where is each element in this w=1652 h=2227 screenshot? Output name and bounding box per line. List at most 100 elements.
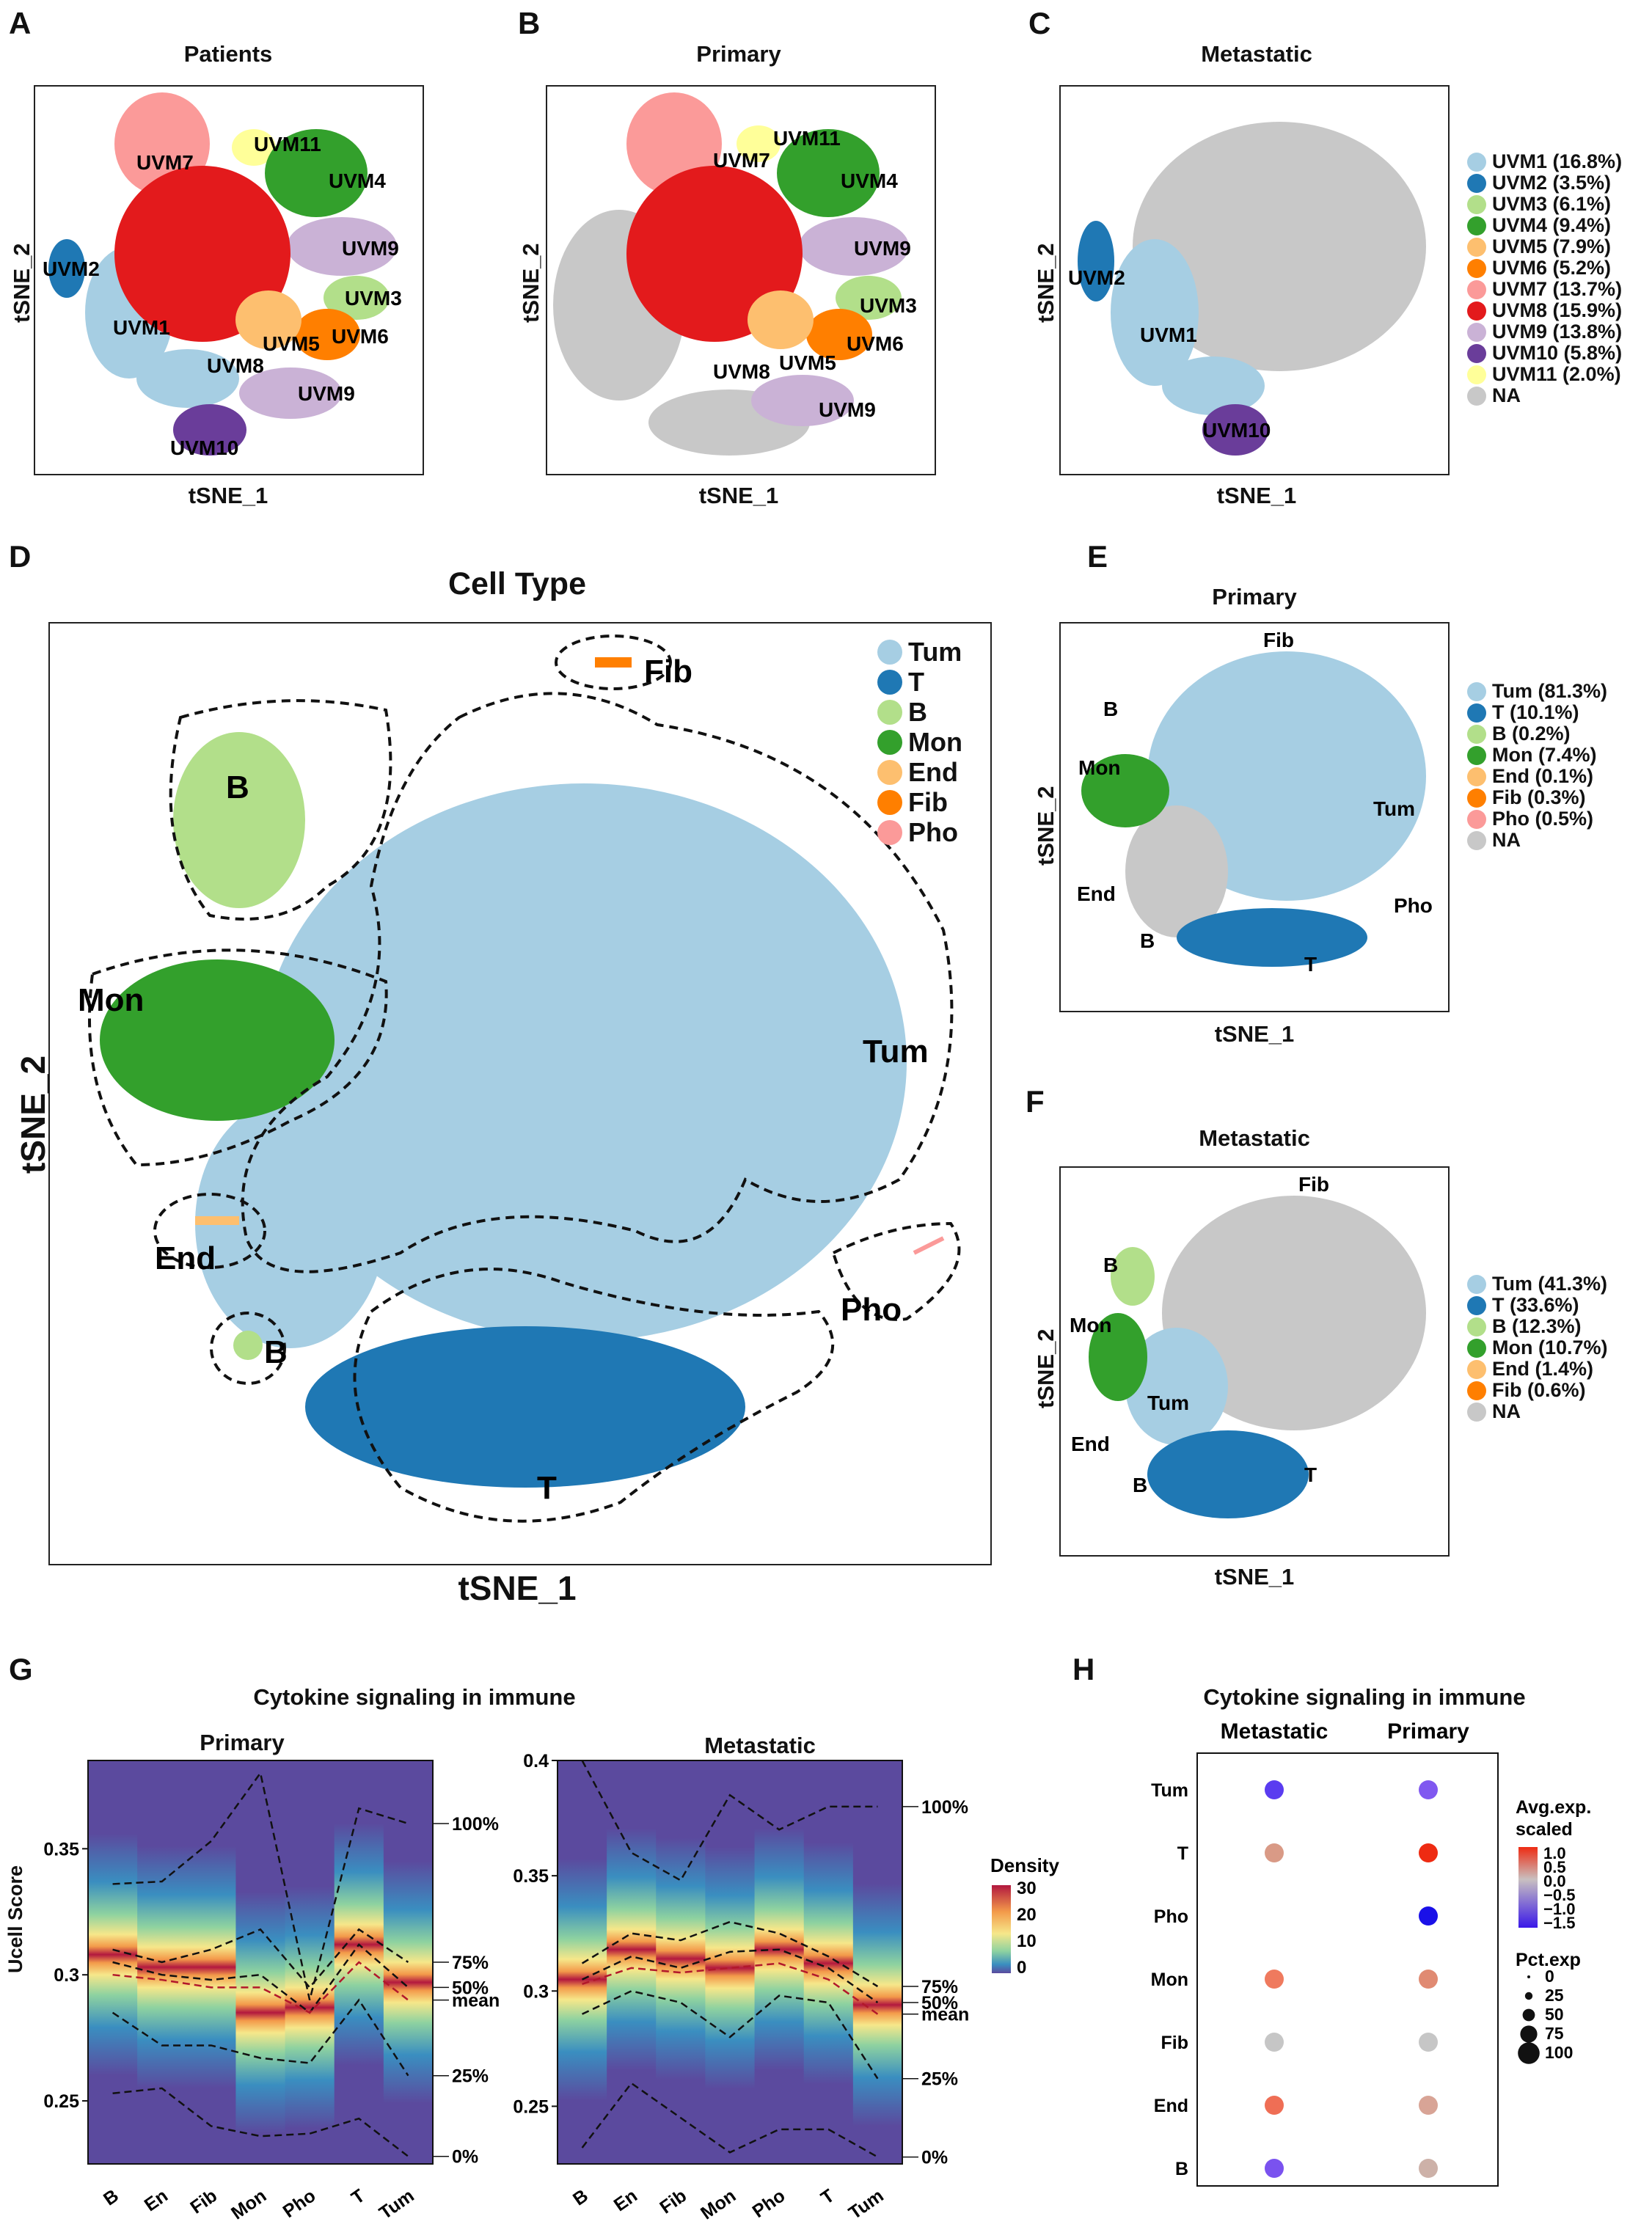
quantile-label: mean (921, 2005, 969, 2025)
cluster-label: UVM5 (263, 332, 320, 355)
cluster-label: UVM2 (43, 257, 100, 280)
legend-swatch (1467, 1274, 1486, 1294)
cluster-blob-tum-left (195, 1099, 386, 1348)
cluster-label: Mon (78, 982, 144, 1018)
cluster-blob-uvm8 (114, 166, 290, 342)
legend-item: UVM4 (9.4%) (1467, 215, 1622, 236)
panel-f-xlabel: tSNE_1 (1214, 1564, 1295, 1590)
legend-swatch (1467, 301, 1486, 321)
cluster-blob-uvm6 (806, 309, 872, 360)
cluster-label: UVM3 (860, 294, 917, 317)
cluster-label: Pho (841, 1292, 902, 1328)
dot-t-metastatic (1265, 1843, 1284, 1862)
cluster-blob-uvm3 (324, 276, 390, 320)
legend-swatch (877, 729, 902, 755)
density-legend-title: Density (990, 1854, 1059, 1876)
size-legend-title: Pct.exp (1516, 1950, 1581, 1970)
cluster-label: UVM6 (332, 325, 389, 348)
legend-item: UVM2 (3.5%) (1467, 172, 1622, 194)
density-legend: Density 30 20 10 0 (990, 1854, 1059, 1978)
panel-e-xlabel: tSNE_1 (1214, 1021, 1295, 1047)
cluster-blob-t (1177, 908, 1367, 967)
panel-a-ylabel: tSNE_2 (9, 243, 34, 323)
cluster-blob-uvm5 (748, 290, 814, 349)
legend-label: UVM7 (13.7%) (1492, 278, 1623, 300)
dot-fib-metastatic (1265, 2033, 1284, 2052)
cluster-label: T (537, 1470, 557, 1506)
legend-swatch (877, 759, 902, 785)
cluster-label: UVM4 (841, 169, 898, 192)
cluster-blob-uvm8-bottom (136, 349, 239, 408)
legend-item: NA (1467, 1401, 1608, 1422)
density-column (285, 1760, 335, 2164)
cluster-label: Fib (644, 654, 692, 690)
legend-swatch (877, 819, 902, 845)
cluster-blob-b (173, 732, 305, 908)
density-heatmap-primary: B En Fib Mon Pho T Tum 0.25 0.3 0.35 100% 75% 50%mea… (43, 1760, 500, 2224)
legend-label: B (12.3%) (1492, 1315, 1582, 1337)
cluster-label: B (264, 1334, 288, 1370)
cluster-label: B (1133, 1474, 1147, 1496)
legend-metastatic: Tum (41.3%) T (33.6%) B (12.3%) Mon (10.7%)… (1467, 1273, 1608, 1422)
panel-b-title: Primary (696, 41, 781, 67)
category-tick-label: B (100, 2185, 123, 2209)
cluster-blob-tum (1125, 1328, 1228, 1445)
legend-label: UVM4 (9.4%) (1492, 214, 1612, 236)
outline-mon (88, 948, 388, 1167)
cluster-blob-uvm9 (799, 217, 909, 276)
panel-f-title: Metastatic (1199, 1125, 1310, 1151)
cluster-label: Fib (1263, 629, 1294, 651)
density-column (607, 1760, 657, 2164)
size-legend-tick: 0 (1545, 1967, 1554, 1986)
tsne-plot-primary-cell-type: Fib B Mon Tum End Pho B T (1059, 622, 1450, 1012)
x-category-label: Primary (1387, 1719, 1469, 1744)
color-legend-tick: −0.5 (1543, 1886, 1575, 1904)
legend-item: Pho (0.5%) (1467, 808, 1607, 830)
legend-label: UVM8 (15.9%) (1492, 299, 1623, 321)
color-legend-title: scaled (1516, 1819, 1573, 1840)
legend-label: UVM6 (5.2%) (1492, 257, 1612, 279)
legend-label: UVM2 (3.5%) (1492, 172, 1612, 194)
legend-item: Mon (7.4%) (1467, 745, 1607, 766)
legend-item: Fib (0.3%) (1467, 787, 1607, 808)
size-legend-dot (1524, 1992, 1533, 2000)
category-tick-label: T (348, 2185, 369, 2209)
tsne-plot-primary-patients: UVM11 UVM7 UVM4 UVM9 UVM3 UVM6 UVM5 UVM8… (546, 85, 936, 475)
quantile-label: 100% (921, 1797, 968, 1818)
legend-label: UVM5 (7.9%) (1492, 235, 1612, 257)
cluster-label: End (1077, 882, 1116, 905)
legend-item: Mon (877, 727, 962, 757)
size-legend-dot (1520, 2025, 1538, 2043)
y-category-label: Tum (1151, 1780, 1188, 1801)
legend-swatch (1467, 258, 1486, 278)
panel-f-ylabel: tSNE_2 (1033, 1328, 1059, 1408)
cluster-label: UVM11 (773, 127, 841, 150)
density-column (383, 1760, 434, 2164)
legend-item: T (10.1%) (1467, 702, 1607, 723)
cluster-label: UVM8 (713, 360, 770, 383)
panel-label-g: G (9, 1652, 33, 1686)
legend-item: UVM7 (13.7%) (1467, 279, 1622, 300)
panel-label-h: H (1072, 1652, 1095, 1686)
legend-label: UVM1 (16.8%) (1492, 150, 1623, 172)
legend-item: End (877, 757, 962, 787)
legend-item: Mon (10.7%) (1467, 1337, 1608, 1358)
panel-a-title: Patients (183, 41, 273, 67)
cluster-label: Mon (1070, 1314, 1112, 1336)
cluster-blob-mon (100, 959, 335, 1121)
legend-label: Fib (908, 787, 948, 817)
legend-swatch (1467, 767, 1486, 786)
density-legend-bar (992, 1885, 1011, 1973)
category-tick-label: B (569, 2185, 592, 2209)
quantile-line-mean (112, 1961, 409, 2014)
legend-item: Fib (877, 787, 962, 817)
color-legend-title: Avg.exp. (1516, 1797, 1591, 1818)
cluster-label: Mon (1078, 756, 1121, 779)
quantile-line-50pct (112, 1943, 409, 2014)
panel-d-title: Cell Type (448, 566, 586, 601)
legend-item: Tum (41.3%) (1467, 1273, 1608, 1295)
legend-item: B (877, 697, 962, 727)
color-legend-tick: −1.0 (1543, 1900, 1575, 1918)
outline-tum (241, 692, 954, 1273)
legend-label: NA (1492, 384, 1521, 406)
